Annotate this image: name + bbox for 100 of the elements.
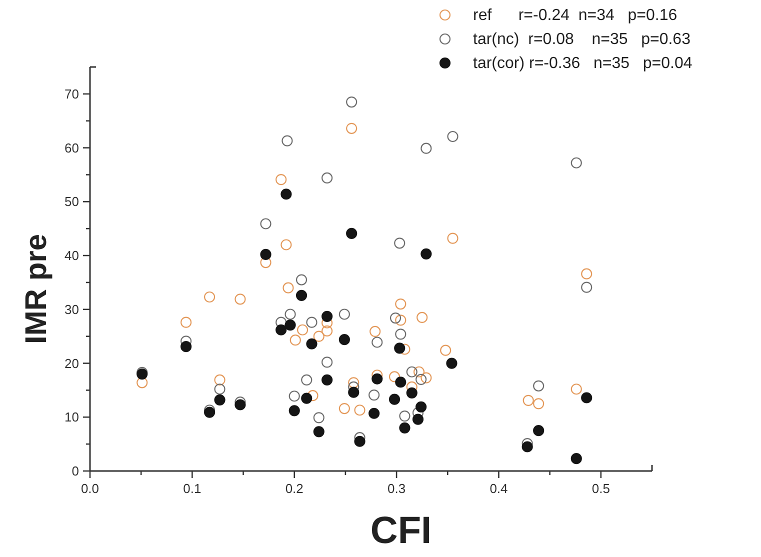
point xyxy=(399,410,410,422)
point xyxy=(180,316,192,328)
point xyxy=(416,312,428,324)
point xyxy=(522,441,533,452)
y-tick-label: 0 xyxy=(72,464,79,478)
point xyxy=(390,312,402,324)
point xyxy=(214,394,226,406)
point xyxy=(420,372,432,384)
point xyxy=(288,405,300,416)
point xyxy=(354,436,366,447)
x-tick-label: 0.5 xyxy=(592,481,610,496)
point xyxy=(522,394,534,406)
point xyxy=(446,358,458,369)
point xyxy=(533,425,544,436)
point xyxy=(276,174,287,186)
point xyxy=(322,356,333,368)
y-tick-label: 70 xyxy=(64,86,79,102)
point xyxy=(394,342,406,354)
legend-label: tar(nc) r=0.08 n=35 p=0.63 xyxy=(473,31,691,48)
point xyxy=(214,374,226,386)
point xyxy=(322,172,333,184)
point xyxy=(282,135,293,146)
point xyxy=(284,308,296,320)
point xyxy=(301,392,312,404)
legend-label: ref r=-0.24 n=34 p=0.16 xyxy=(473,7,678,24)
point xyxy=(296,290,308,301)
point xyxy=(406,366,418,378)
point xyxy=(306,316,318,328)
point xyxy=(260,248,272,260)
legend-label: tar(cor) r=-0.36 n=35 p=0.04 xyxy=(473,55,692,72)
point xyxy=(447,232,458,244)
point xyxy=(280,239,292,250)
point xyxy=(322,310,333,322)
point xyxy=(260,218,272,230)
point xyxy=(388,394,400,405)
point xyxy=(346,96,358,108)
point xyxy=(412,414,424,425)
point xyxy=(284,319,296,331)
point xyxy=(399,422,410,434)
point xyxy=(313,330,324,342)
point xyxy=(570,453,582,464)
point xyxy=(570,157,582,168)
point xyxy=(416,374,427,385)
point xyxy=(394,238,406,249)
point xyxy=(307,390,318,402)
point xyxy=(338,402,350,414)
point xyxy=(581,268,592,280)
point xyxy=(282,282,294,294)
x-tick-label: 0.0 xyxy=(80,481,100,496)
point xyxy=(395,376,406,388)
point xyxy=(416,401,427,412)
point xyxy=(420,142,432,154)
point xyxy=(372,336,383,348)
point xyxy=(322,374,333,386)
point xyxy=(370,326,381,338)
point xyxy=(395,328,406,340)
point xyxy=(354,404,366,416)
point xyxy=(322,325,333,336)
y-tick-label: 30 xyxy=(64,302,79,317)
point xyxy=(440,344,452,356)
y-tick-label: 50 xyxy=(64,194,79,210)
y-tick-label: 40 xyxy=(64,248,79,264)
point xyxy=(533,398,544,410)
point xyxy=(306,338,318,350)
point xyxy=(234,399,246,410)
point xyxy=(368,390,380,401)
point xyxy=(234,294,246,305)
x-tick-label: 0.2 xyxy=(285,481,304,496)
point xyxy=(136,377,148,388)
point xyxy=(447,130,458,142)
point xyxy=(413,366,425,378)
point xyxy=(406,387,418,398)
y-axis-title: IMR pre xyxy=(20,234,53,344)
point xyxy=(290,334,301,346)
point xyxy=(296,324,308,336)
x-tick-label: 0.3 xyxy=(388,481,406,496)
point xyxy=(313,426,324,438)
point xyxy=(395,314,406,326)
x-axis-title: CFI xyxy=(370,510,432,552)
point xyxy=(388,371,400,382)
y-tick-label: 10 xyxy=(64,410,79,425)
point xyxy=(280,188,292,200)
point xyxy=(581,282,592,293)
point xyxy=(348,377,360,388)
point xyxy=(570,384,582,395)
y-tick-label: 60 xyxy=(64,140,79,156)
point xyxy=(296,274,308,286)
point xyxy=(214,384,226,395)
point xyxy=(533,380,544,392)
point xyxy=(581,392,592,404)
point xyxy=(180,341,192,352)
point xyxy=(346,228,358,239)
point xyxy=(346,122,358,134)
x-tick-label: 0.1 xyxy=(183,481,202,496)
x-tick-label: 0.4 xyxy=(490,481,508,496)
point xyxy=(338,334,350,346)
point xyxy=(301,374,312,386)
point xyxy=(276,324,287,336)
point xyxy=(348,386,360,398)
point xyxy=(395,298,406,310)
